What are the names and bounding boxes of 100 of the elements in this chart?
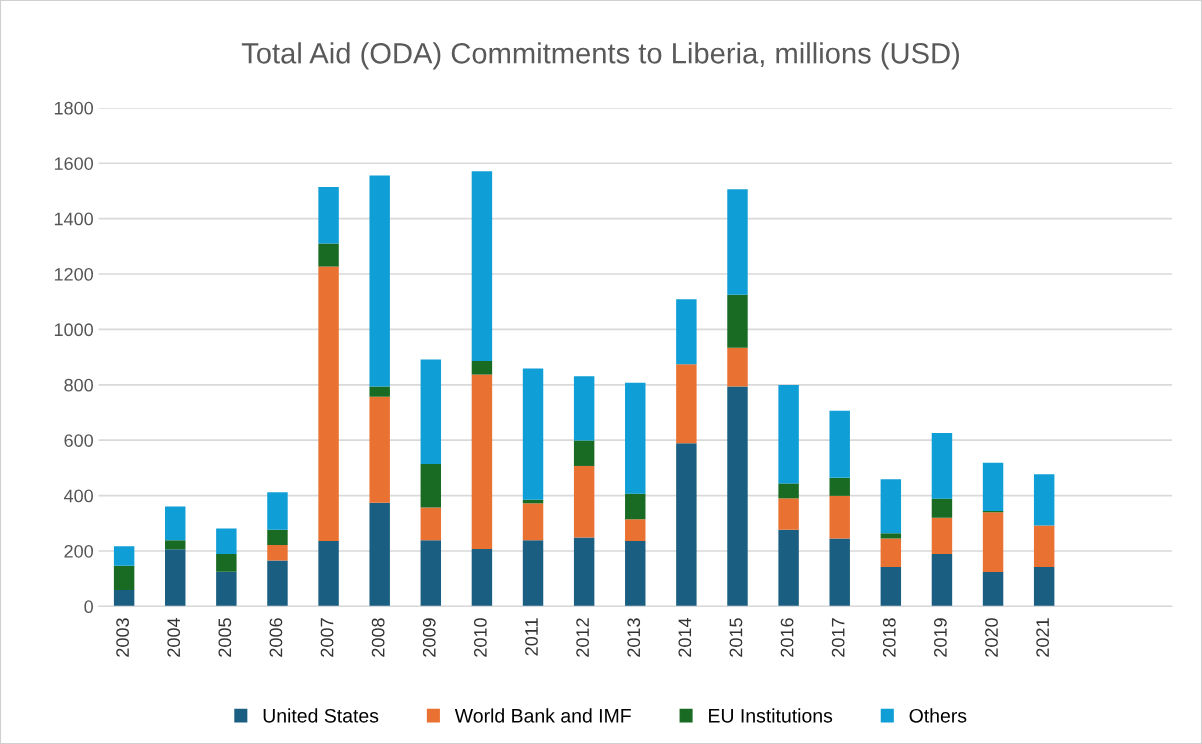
bar [318,541,339,607]
bar [829,410,850,478]
bar [369,175,390,387]
bar [522,503,544,541]
x-tick-label: 2017 [831,618,845,657]
bar [982,572,1004,607]
legend-label: World Bank and IMF [454,708,631,723]
bar [982,462,1004,512]
bar [267,560,288,607]
y-tick-label: 400 [64,489,93,503]
bar [880,538,902,568]
legend-label: EU Institutions [709,708,833,723]
bar [829,495,850,539]
y-tick-label: 0 [84,600,93,614]
bar [778,498,799,530]
bar [625,493,646,520]
bar [880,567,902,607]
bar [420,359,442,465]
bar [471,171,493,361]
x-tick-label: 2009 [422,618,436,657]
bar [369,396,390,503]
bar [216,528,237,555]
bar [267,529,288,545]
y-tick-label: 800 [64,378,93,392]
x-tick-label: 2014 [678,618,692,657]
bar [216,554,237,572]
bar [369,386,390,397]
bar [420,540,442,607]
bar [727,294,748,348]
bar [1033,474,1055,526]
bar [778,483,799,499]
x-tick-label: 2015 [729,618,743,657]
legend-label: United States [263,708,379,723]
bar [1033,525,1055,568]
x-tick-label: 2008 [371,618,385,657]
x-tick-label: 2019 [934,618,947,657]
bar [625,519,646,541]
bar [267,544,288,561]
bar [573,465,595,538]
legend-label: Others [909,708,967,723]
bar [113,565,135,591]
bar [318,187,339,244]
x-tick-label: 2020 [985,618,998,657]
bar [165,540,186,550]
y-tick-label: 1800 [54,101,93,115]
y-tick-label: 600 [64,434,93,447]
bar [113,590,135,607]
bar [931,517,953,555]
x-tick-label: 2011 [525,618,538,656]
bar [573,440,595,466]
x-tick-label: 2016 [780,618,794,657]
bar [573,376,595,441]
x-tick-label: 2005 [218,618,232,657]
y-tick-label: 1400 [54,212,93,226]
y-tick-label: 1600 [54,157,93,170]
bar [420,464,442,508]
x-tick-label: 2021 [1036,618,1050,657]
bar [727,189,748,295]
bar [165,549,186,607]
bar [676,299,697,365]
bar [165,506,186,541]
bar [267,492,288,530]
bar [113,546,135,566]
x-tick-label: 2003 [116,618,129,657]
bar [931,498,953,518]
bar [522,540,544,607]
bar [573,537,595,607]
x-tick-label: 2012 [576,618,589,657]
bar [778,385,799,484]
bar [318,243,339,267]
bar [625,541,646,607]
bar [625,382,646,494]
bar [931,433,953,499]
bar [982,512,1004,573]
bar [522,368,544,500]
bar [369,502,390,607]
y-tick-label: 1000 [54,323,93,337]
x-tick-label: 2007 [320,618,334,657]
bar [216,571,237,607]
bar [471,549,493,607]
bar [676,364,697,444]
x-tick-label: 2018 [882,618,896,657]
bar [880,479,902,534]
bar [471,361,493,375]
bar [1033,567,1055,607]
bar [880,533,902,539]
bar [471,374,493,550]
y-tick-label: 1200 [54,267,93,281]
bar [931,554,953,607]
x-tick-label: 2004 [167,618,181,657]
bar [727,386,748,607]
chart-title: Total Aid (ODA) Commitments to Liberia, millions (USD) [241,42,960,70]
x-tick-label: 2013 [627,618,641,657]
bar [829,477,850,496]
bar [318,266,339,541]
bar [420,507,442,541]
x-tick-label: 2006 [269,618,283,657]
y-tick-label: 200 [64,544,93,558]
bar [676,443,697,607]
x-tick-label: 2010 [473,618,487,657]
